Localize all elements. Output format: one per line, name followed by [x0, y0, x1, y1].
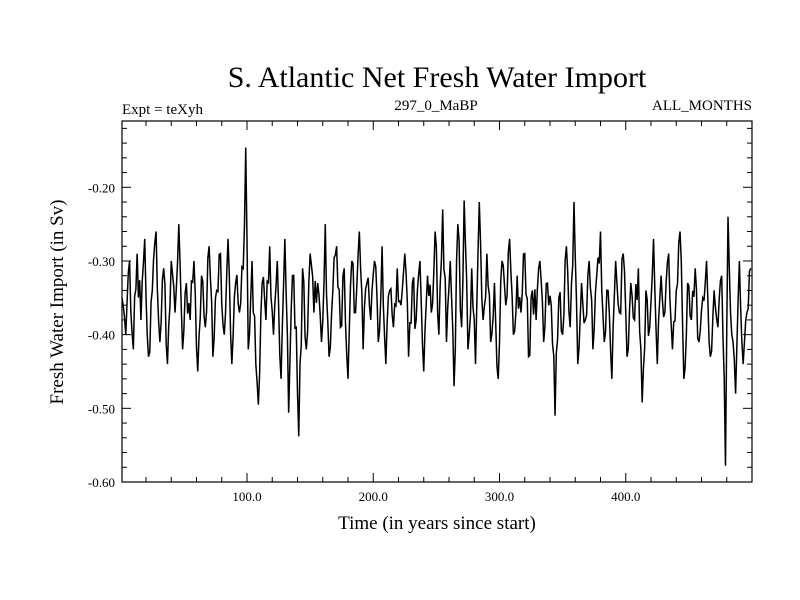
- series-group: [121, 147, 752, 466]
- y-tick-label: -0.30: [88, 254, 115, 269]
- x-tick-label: 200.0: [359, 489, 388, 504]
- y-tick-label: -0.20: [88, 180, 115, 195]
- months-label: ALL_MONTHS: [652, 98, 752, 114]
- period-label: 297_0_MaBP: [394, 98, 477, 114]
- x-axis-label: Time (in years since start): [338, 513, 536, 534]
- series-line: [121, 147, 752, 466]
- y-tick-label: -0.40: [88, 328, 115, 343]
- chart-title: S. Atlantic Net Fresh Water Import: [228, 61, 647, 94]
- x-tick-label: 300.0: [485, 489, 514, 504]
- experiment-label: Expt = teXyh: [122, 102, 203, 118]
- y-tick-label: -0.50: [88, 401, 115, 416]
- y-tick-label: -0.60: [88, 475, 115, 490]
- axis-ticks: 100.0 200.0 300.0 400.0 -0.60 -0.50 -0.40 -0.30…: [88, 121, 752, 504]
- x-tick-label: 100.0: [232, 489, 261, 504]
- x-tick-label: 400.0: [611, 489, 640, 504]
- y-axis-label: Fresh Water Import (in Sv): [47, 200, 68, 405]
